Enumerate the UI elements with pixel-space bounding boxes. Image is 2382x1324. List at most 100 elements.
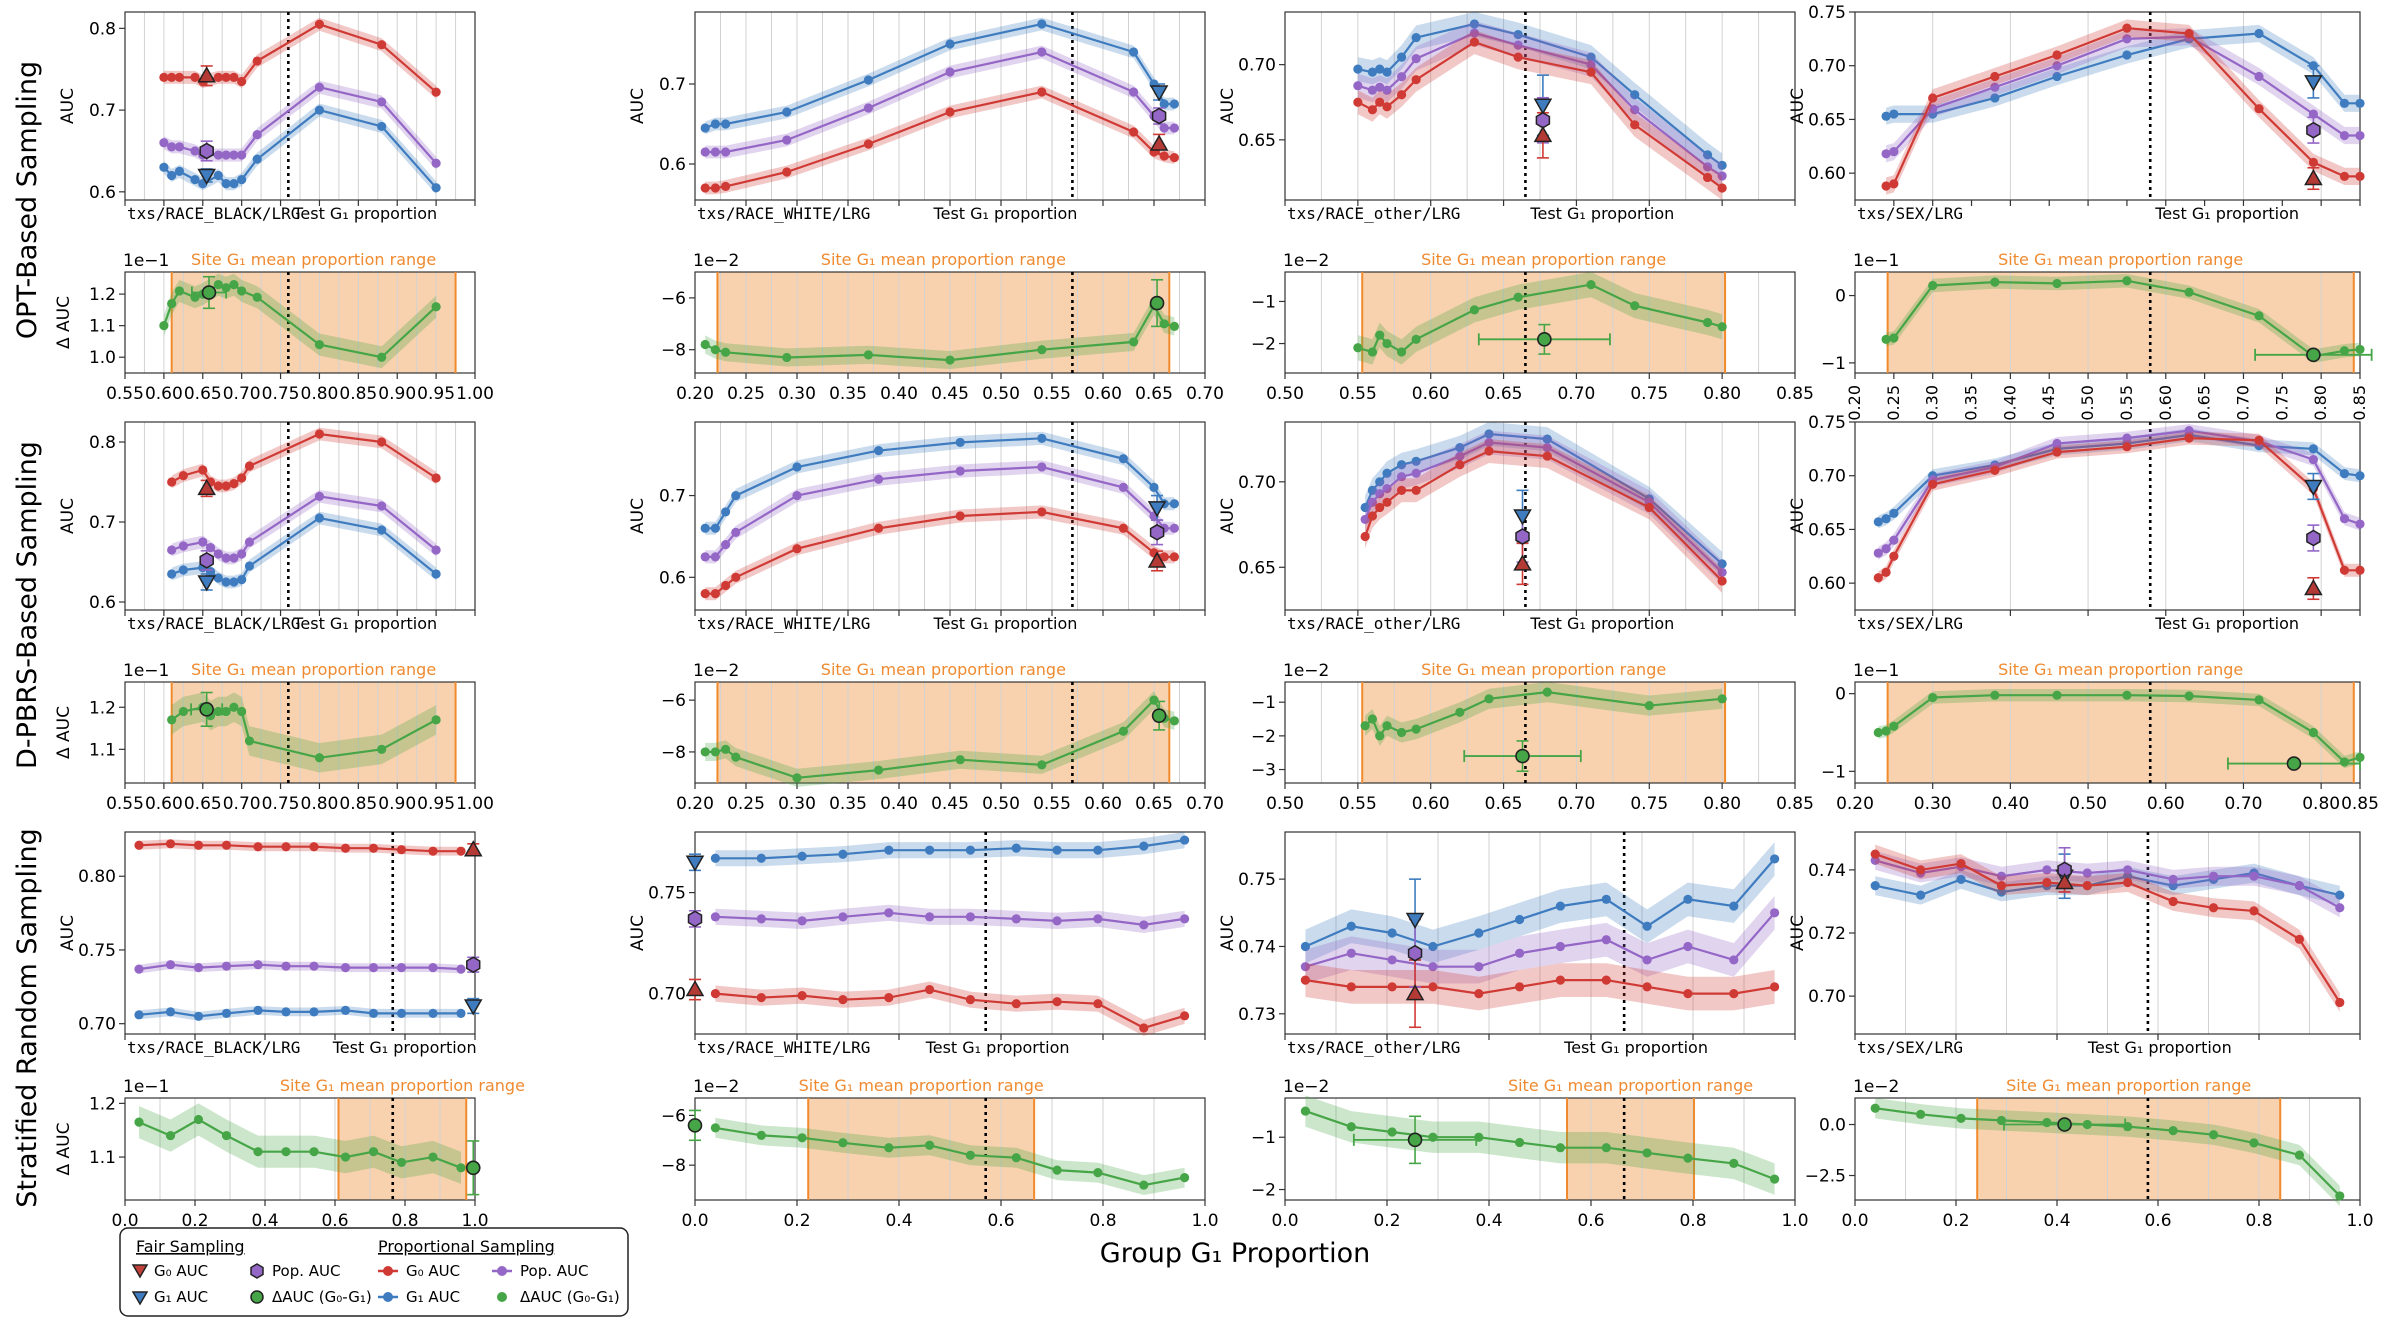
g1-auc-point <box>1881 111 1891 121</box>
g0-auc-point <box>1367 105 1378 115</box>
pop-auc-point <box>1139 920 1149 930</box>
delta-auc-point <box>710 747 721 757</box>
x-tick-label: 0.70 <box>1186 794 1224 814</box>
x-tick-label: 0.35 <box>829 384 867 404</box>
g1-auc-ci-band <box>705 17 1175 135</box>
pop-auc-point <box>309 961 319 971</box>
site-range-band <box>717 682 1170 783</box>
auc-ylabel: AUC <box>58 915 78 951</box>
delta-auc-point <box>2122 690 2132 700</box>
fair-delta-marker <box>2286 756 2302 771</box>
x-tick-label: 0.70 <box>2233 385 2252 421</box>
axes-frame <box>124 11 476 201</box>
g0-auc-point <box>1586 67 1596 77</box>
g1-auc-point <box>2339 98 2350 108</box>
delta-auc-ci-band <box>1357 272 1723 365</box>
x-tick-label: 0.2 <box>1373 1211 1400 1231</box>
g0-auc-point <box>700 183 710 193</box>
auc-axes: 0.70 0.72 0.74 AUC txs/SEX/LRG Test G₁ propor… <box>1788 831 2361 1057</box>
delta-auc-point <box>1129 337 1139 347</box>
y-tick-label: −1 <box>1821 354 1846 374</box>
pop-auc-ci-band <box>1886 28 2360 163</box>
y-tick-label: −1 <box>1251 1128 1276 1148</box>
pop-auc-point <box>955 466 965 476</box>
g1-auc-point <box>1129 47 1139 57</box>
test-proportion-label: Test G₁ proportion <box>933 614 1078 633</box>
x-tick-label: 0.40 <box>2000 385 2019 421</box>
pop-auc-point <box>2042 865 2052 875</box>
pop-auc-point <box>710 552 721 562</box>
pop-auc-point <box>1367 497 1378 507</box>
y-tick-label: 0.7 <box>89 101 116 121</box>
g1-auc-point <box>1889 109 1899 119</box>
delta-auc-point <box>721 347 731 357</box>
y-tick-label: 0.6 <box>659 568 686 588</box>
pop-auc-point <box>221 961 232 971</box>
pop-auc-ci-band <box>705 45 1175 159</box>
pop-auc-point <box>1928 104 1938 114</box>
y-tick-label: 0.75 <box>1238 870 1276 890</box>
delta-auc-point <box>2355 752 2365 762</box>
g1-auc-point <box>710 523 721 533</box>
test-proportion-label: Test G₁ proportion <box>2154 614 2299 633</box>
pop-auc-point <box>838 912 848 922</box>
delta-auc-point <box>1881 334 1891 344</box>
x-tick-label: 0.55 <box>1339 384 1377 404</box>
g0-auc-point <box>456 846 466 856</box>
pop-auc-point <box>2355 130 2365 141</box>
delta-ylabel: Δ AUC <box>54 706 74 759</box>
g0-auc-point <box>2184 28 2194 39</box>
axes-frame <box>124 421 476 611</box>
delta-exponent: 1e−2 <box>693 661 739 681</box>
x-tick-label: 0.55 <box>106 794 144 814</box>
x-tick-label: 0.65 <box>184 794 222 814</box>
g0-auc-point <box>1159 552 1169 562</box>
delta-auc-point <box>165 1130 176 1141</box>
g1-auc-point <box>237 575 247 585</box>
pop-auc-point <box>431 545 441 555</box>
x-tick-label: 0.65 <box>2195 385 2214 421</box>
fair-delta-marker <box>1537 332 1552 347</box>
fair-g1-auc-marker <box>1533 98 1553 115</box>
x-tick-label: 0.50 <box>982 794 1020 814</box>
g1-auc-point <box>1889 508 1899 518</box>
g0-auc-point <box>2249 906 2259 916</box>
g0-auc-point <box>792 544 802 554</box>
pop-auc-point <box>431 158 441 168</box>
delta-auc-line <box>1875 1107 2341 1197</box>
auc-ylabel: AUC <box>58 88 78 124</box>
g1-auc-point <box>1515 914 1525 925</box>
g0-auc-point <box>1129 127 1139 137</box>
delta-auc-point <box>1360 721 1370 731</box>
g0-auc-point <box>377 40 387 50</box>
g0-auc-point <box>710 989 721 999</box>
pop-auc-ci-band <box>705 460 1175 564</box>
g1-auc-ci-band <box>1357 12 1723 178</box>
delta-auc-point <box>782 352 792 363</box>
fair-g0-auc-marker <box>463 840 483 857</box>
pop-auc-point <box>281 961 291 971</box>
g1-auc-point <box>797 851 807 861</box>
pop-auc-point <box>221 150 231 160</box>
x-tick-label: 0.70 <box>223 384 261 404</box>
delta-auc-point <box>1990 277 2000 287</box>
delta-auc-point <box>1601 1143 1611 1153</box>
fair-delta-marker <box>687 1118 703 1133</box>
pop-auc-point <box>1990 82 2000 92</box>
pop-auc-point <box>1093 914 1103 924</box>
fair-pop-auc-marker <box>199 552 214 569</box>
g0-auc-point <box>1411 75 1421 85</box>
g1-auc-point <box>1873 517 1883 527</box>
delta-exponent: 1e−2 <box>1283 251 1329 271</box>
site-range-label: Site G₁ mean proportion range <box>821 660 1066 679</box>
delta-exponent: 1e−2 <box>1283 661 1329 681</box>
delta-auc-point <box>178 706 188 717</box>
delta-auc-point <box>1956 1113 1966 1123</box>
dataset-label: txs/SEX/LRG <box>1857 614 1963 633</box>
site-range-label: Site G₁ mean proportion range <box>1421 250 1666 269</box>
axes-frame <box>124 271 476 374</box>
site-range-label: Site G₁ mean proportion range <box>821 250 1066 269</box>
